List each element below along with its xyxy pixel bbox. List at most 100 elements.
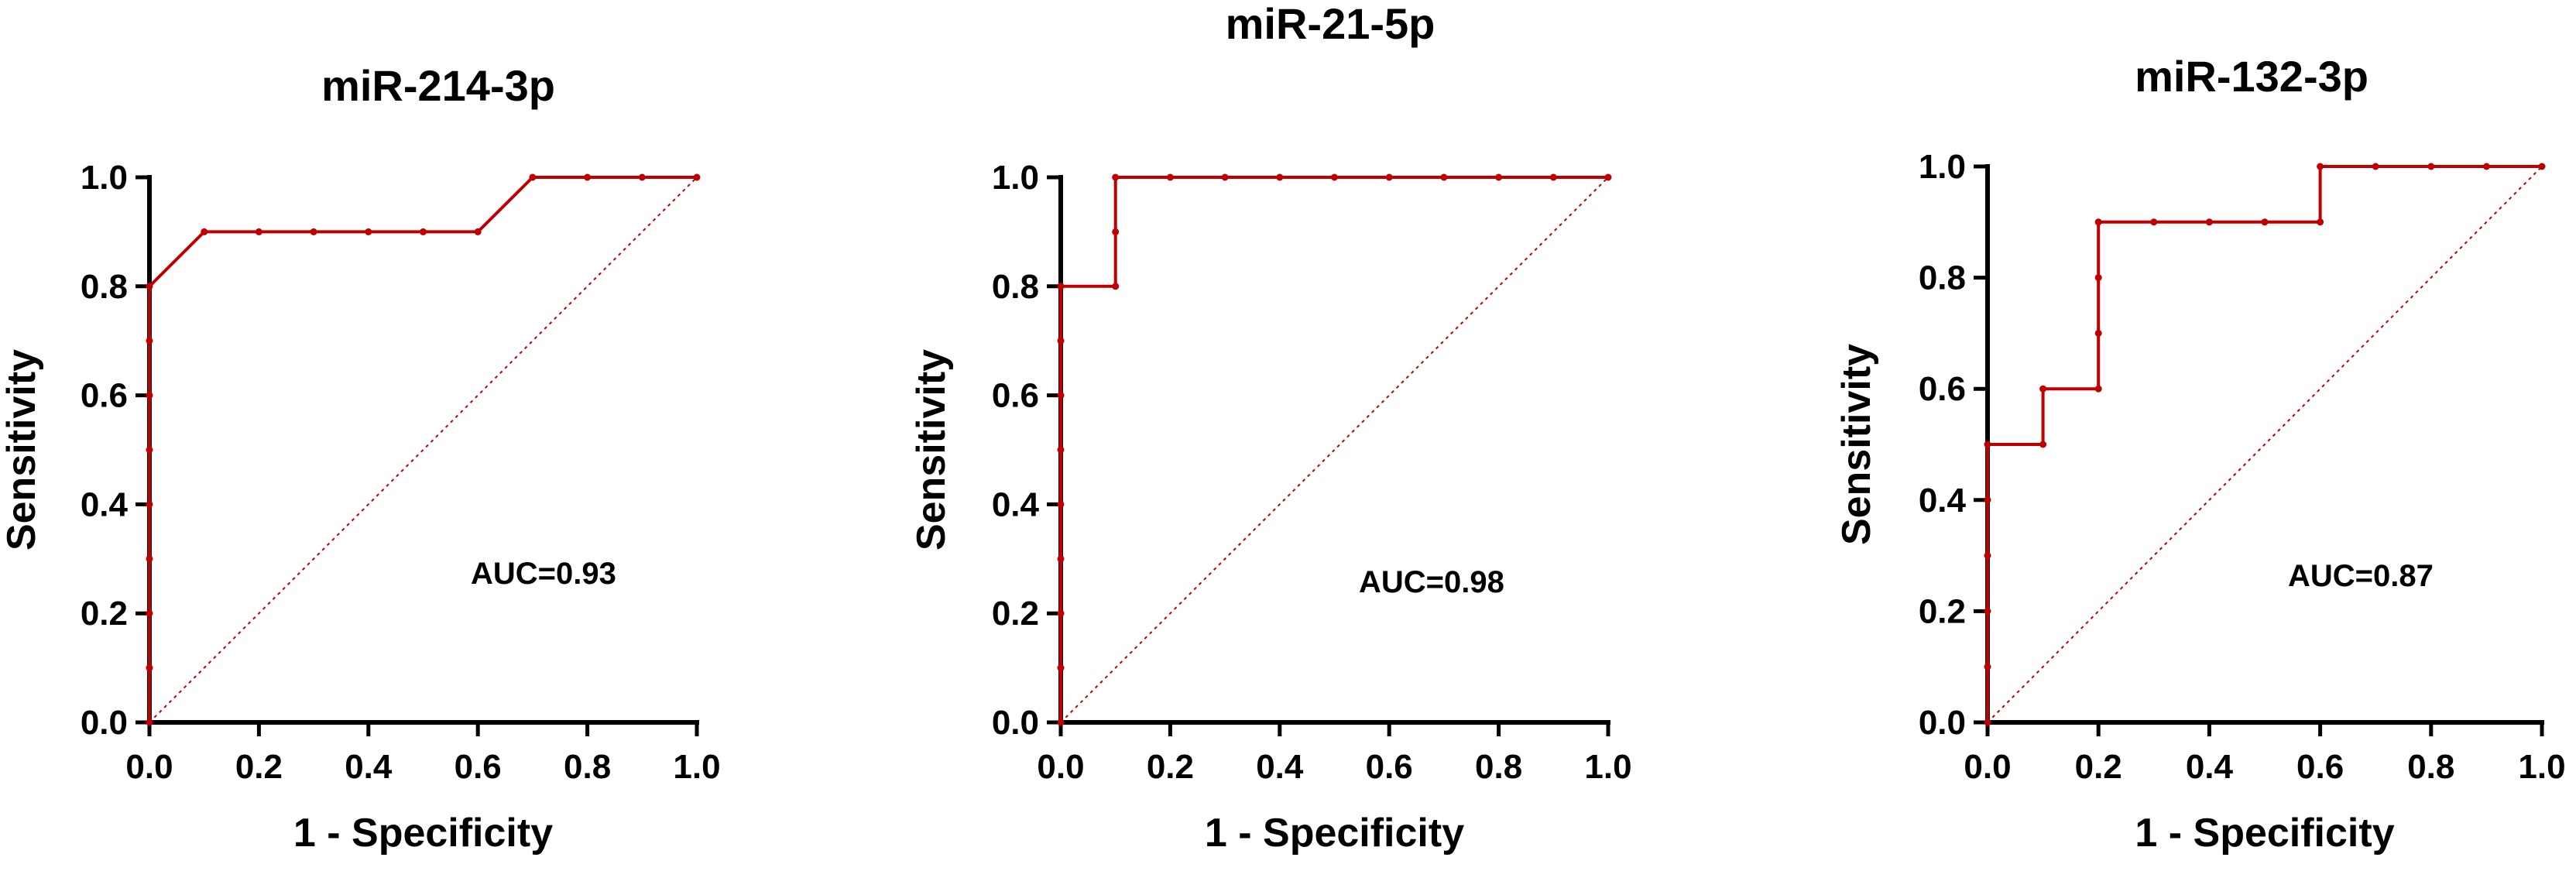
y-tick-label: 0.0 — [1919, 704, 1966, 742]
roc-point — [1276, 173, 1284, 181]
reference-diagonal — [1060, 177, 1609, 723]
y-tick-label: 0.8 — [1919, 259, 1966, 297]
y-tick-label: 0.8 — [81, 268, 128, 306]
roc-point — [2039, 441, 2047, 448]
roc-point — [474, 228, 482, 235]
auc-annotation: AUC=0.93 — [471, 557, 616, 591]
roc-point — [1984, 441, 1991, 448]
x-tick-label: 0.4 — [1256, 748, 1304, 786]
y-tick-label: 0.8 — [992, 268, 1039, 306]
roc-point — [2427, 163, 2435, 170]
roc-point — [1057, 392, 1065, 400]
roc-panel-2: miR-21-5p 0.0 0.2 0.4 0.6 0.8 1.0 0.0 0.2 0.4 0.6 0… — [909, 0, 1632, 856]
y-axis-label: Sensitivity — [1834, 344, 1879, 545]
y-axis-label: Sensitivity — [909, 349, 954, 550]
y-tick-label: 0.6 — [1919, 370, 1966, 408]
roc-point — [1112, 228, 1120, 235]
roc-point — [1057, 664, 1065, 672]
x-tick-label: 1.0 — [1584, 748, 1631, 786]
roc-point — [146, 283, 153, 290]
roc-point — [1057, 500, 1065, 508]
x-tick-label: 0.2 — [1147, 748, 1194, 786]
roc-point — [146, 337, 153, 345]
roc-point — [146, 446, 153, 454]
reference-diagonal — [149, 177, 698, 723]
x-tick-label: 0.0 — [125, 748, 173, 786]
y-tick-label: 0.6 — [992, 377, 1039, 415]
reference-diagonal — [1987, 166, 2543, 723]
roc-point — [693, 173, 701, 181]
roc-point — [2317, 218, 2324, 226]
x-tick-label: 0.8 — [564, 748, 611, 786]
y-tick-label: 0.4 — [81, 485, 129, 523]
roc-point — [584, 173, 592, 181]
roc-point — [2261, 218, 2269, 226]
y-tick-label: 1.0 — [81, 159, 128, 197]
x-axis-label: 1 - Specificity — [293, 811, 553, 856]
x-tick-label: 0.8 — [1475, 748, 1522, 786]
roc-point — [1112, 283, 1120, 290]
roc-point — [2372, 163, 2379, 170]
roc-point — [2150, 218, 2158, 226]
roc-point — [1057, 555, 1065, 563]
x-tick-label: 0.2 — [2075, 748, 2122, 786]
roc-point — [146, 555, 153, 563]
roc-point — [2094, 274, 2102, 282]
roc-point — [146, 664, 153, 672]
roc-point — [1604, 173, 1612, 181]
roc-point — [420, 228, 427, 235]
roc-point — [1984, 607, 1991, 615]
roc-point — [1984, 552, 1991, 560]
x-tick-label: 0.6 — [454, 748, 502, 786]
roc-point — [2094, 329, 2102, 337]
roc-panel-3: miR-132-3p 0.0 0.2 0.4 0.6 0.8 1.0 0.0 0.2 0.4 0.6… — [1834, 52, 2566, 856]
y-axis-label: Sensitivity — [0, 349, 44, 550]
x-tick-label: 0.8 — [2407, 748, 2454, 786]
y-tick-label: 0.0 — [992, 704, 1039, 742]
roc-point — [2094, 385, 2102, 393]
y-tick-label: 0.2 — [1919, 592, 1966, 630]
roc-point — [2039, 385, 2047, 393]
x-tick-label: 0.6 — [1366, 748, 1413, 786]
auc-annotation: AUC=0.87 — [2288, 559, 2434, 593]
roc-point — [1385, 173, 1393, 181]
roc-point — [1984, 663, 1991, 671]
roc-point — [1495, 173, 1503, 181]
x-tick-label: 1.0 — [2518, 748, 2565, 786]
roc-point — [2317, 163, 2324, 170]
roc-point — [146, 392, 153, 400]
y-tick-label: 0.2 — [992, 595, 1039, 633]
x-tick-label: 0.4 — [2186, 748, 2234, 786]
panel-title: miR-132-3p — [2135, 52, 2368, 101]
roc-panel-1: miR-214-3p 0.0 0.2 0.4 0.6 0.8 1.0 0.0 0.2 0.4 0.6… — [0, 61, 721, 856]
roc-point — [1331, 173, 1338, 181]
y-tick-label: 0.6 — [81, 377, 128, 415]
roc-point — [1057, 337, 1065, 345]
roc-point — [146, 719, 153, 726]
roc-point — [1057, 446, 1065, 454]
x-tick-label: 0.2 — [235, 748, 283, 786]
roc-point — [1984, 719, 1991, 726]
y-tick-label: 0.2 — [81, 595, 128, 633]
roc-point — [255, 228, 262, 235]
roc-point — [1112, 173, 1120, 181]
roc-point — [1166, 173, 1174, 181]
x-tick-label: 0.6 — [2296, 748, 2344, 786]
auc-annotation: AUC=0.98 — [1359, 565, 1504, 599]
roc-point — [1984, 496, 1991, 504]
y-tick-label: 1.0 — [1919, 148, 1966, 186]
x-tick-label: 0.0 — [1037, 748, 1084, 786]
roc-point — [1057, 283, 1065, 290]
x-axis-label: 1 - Specificity — [2135, 811, 2394, 856]
y-tick-label: 0.4 — [992, 485, 1040, 523]
roc-point — [2538, 163, 2546, 170]
x-axis-label: 1 - Specificity — [1205, 811, 1464, 856]
roc-point — [1221, 173, 1229, 181]
y-tick-label: 1.0 — [992, 159, 1039, 197]
roc-point — [310, 228, 317, 235]
roc-point — [2205, 218, 2213, 226]
x-tick-label: 0.4 — [345, 748, 393, 786]
roc-point — [638, 173, 646, 181]
y-tick-label: 0.0 — [81, 704, 128, 742]
